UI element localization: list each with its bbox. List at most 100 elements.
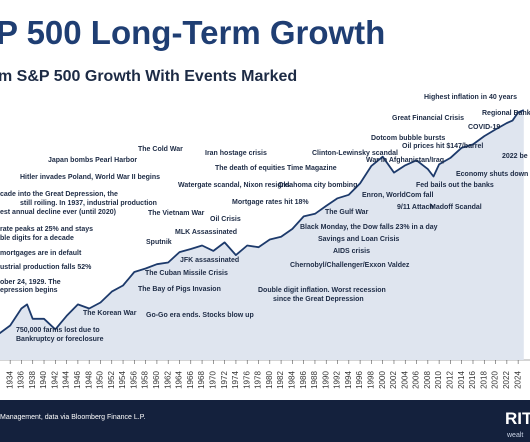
x-tick-label: 1942 xyxy=(50,371,59,389)
event-annotation: The Vietnam War xyxy=(148,210,205,217)
event-annotation: Watergate scandal, Nixon resigns xyxy=(178,182,290,189)
x-tick-label: 1994 xyxy=(344,371,353,389)
x-tick-label: 1936 xyxy=(17,371,26,389)
x-tick-label: 1954 xyxy=(118,371,127,389)
x-tick-label: 2010 xyxy=(434,371,443,389)
event-annotation: still roiling. In 1937, industrial produ… xyxy=(20,200,157,207)
x-tick-label: 1972 xyxy=(220,371,229,389)
event-annotation: Chernobyl/Challenger/Exxon Valdez xyxy=(290,262,410,269)
event-annotation: Oil prices hit $147/barrel xyxy=(402,143,483,150)
x-tick-label: 2022 xyxy=(502,371,511,389)
line-area xyxy=(0,110,524,360)
x-tick-label: 1944 xyxy=(62,371,71,389)
logo-subtext: wealt xyxy=(506,432,523,439)
x-tick-label: 1934 xyxy=(5,371,14,389)
event-annotation: Dotcom bubble bursts xyxy=(371,135,445,142)
event-annotation: ble digits for a decade xyxy=(0,235,74,242)
event-annotation: est annual decline ever (until 2020) xyxy=(0,209,116,216)
x-tick-label: 2012 xyxy=(446,371,455,389)
line-series xyxy=(0,109,525,335)
x-tick-label: 1986 xyxy=(299,371,308,389)
x-tick-label: 1980 xyxy=(265,371,274,389)
event-annotation: 2022 be xyxy=(502,153,528,160)
event-annotation: mortgages are in default xyxy=(0,250,82,257)
event-annotation: AIDS crisis xyxy=(333,248,370,255)
x-tick-label: 1946 xyxy=(73,371,82,389)
event-annotation: Savings and Loan Crisis xyxy=(318,236,399,243)
x-tick-label: 1952 xyxy=(107,371,116,389)
event-annotation: The Gulf War xyxy=(325,209,369,216)
event-annotation: Go-Go era ends. Stocks blow up xyxy=(146,312,254,319)
event-annotation: Black Monday, the Dow falls 23% in a day xyxy=(300,224,438,231)
x-tick-label: 1938 xyxy=(28,371,37,389)
event-annotation: Hitler invades Poland, World War II begi… xyxy=(20,174,160,181)
logo: RIT xyxy=(505,409,530,428)
event-annotation: rate peaks at 25% and stays xyxy=(0,226,93,233)
event-annotation: ober 24, 1929. The xyxy=(0,279,61,286)
x-tick-label: 2018 xyxy=(479,371,488,389)
chart-subtitle: m S&P 500 Growth With Events Marked xyxy=(0,68,297,85)
x-tick-label: 1970 xyxy=(208,371,217,389)
x-tick-label: 2004 xyxy=(400,371,409,389)
x-tick-label: 2020 xyxy=(491,371,500,389)
event-annotation: Enron, WorldCom fall xyxy=(362,192,433,199)
event-annotation: Fed bails out the banks xyxy=(416,182,494,189)
footer-band xyxy=(0,400,530,442)
event-annotation: Economy shuts down xyxy=(456,171,528,178)
x-tick-label: 1992 xyxy=(333,371,342,389)
event-annotation: The Bay of Pigs Invasion xyxy=(138,286,221,293)
x-tick-label: 1996 xyxy=(355,371,364,389)
x-tick-label: 2014 xyxy=(457,371,466,389)
event-annotation: since the Great Depression xyxy=(273,296,364,303)
event-annotation: Oil Crisis xyxy=(210,216,241,223)
source-note: Management, data via Bloomberg Finance L… xyxy=(0,414,145,421)
event-annotation: COVID-19 xyxy=(468,124,500,131)
event-annotation: Japan bombs Pearl Harbor xyxy=(48,157,137,164)
x-tick-label: 1968 xyxy=(197,371,206,389)
x-tick-label: 1964 xyxy=(175,371,184,389)
event-annotation: Oklahoma city bombing xyxy=(278,182,357,189)
event-annotation: Regional Bank xyxy=(482,110,530,117)
x-tick-label: 1950 xyxy=(96,371,105,389)
x-tick-label: 2006 xyxy=(412,371,421,389)
chart-title: P 500 Long-Term Growth xyxy=(0,14,385,51)
x-tick-label: 1976 xyxy=(242,371,251,389)
x-tick-label: 1948 xyxy=(84,371,93,389)
x-tick-label: 1984 xyxy=(287,371,296,389)
event-annotation: The Cuban Missile Crisis xyxy=(145,270,228,277)
x-tick-label: 1958 xyxy=(141,371,150,389)
x-tick-label: 2000 xyxy=(378,371,387,389)
x-tick-label: 1956 xyxy=(129,371,138,389)
event-annotation: JFK assassinated xyxy=(180,257,239,264)
x-tick-label: 2002 xyxy=(389,371,398,389)
x-tick-label: 1998 xyxy=(367,371,376,389)
event-annotation: Clinton-Lewinsky scandal xyxy=(312,150,398,157)
event-annotation: Madoff Scandal xyxy=(430,204,482,211)
event-annotation: Bankruptcy or foreclosure xyxy=(16,336,104,343)
event-annotation: Highest inflation in 40 years xyxy=(424,94,517,101)
event-annotation: 750,000 farms lost due to xyxy=(16,327,100,334)
x-tick-label: 1978 xyxy=(254,371,263,389)
x-tick-label: 1940 xyxy=(39,371,48,389)
x-tick-label: 1982 xyxy=(276,371,285,389)
x-tick-label: 1990 xyxy=(321,371,330,389)
event-annotation: Great Financial Crisis xyxy=(392,115,464,122)
event-annotation: epression begins xyxy=(0,287,58,294)
x-tick-label: 2008 xyxy=(423,371,432,389)
event-annotation: Double digit inflation. Worst recession xyxy=(258,287,386,294)
x-tick-label: 1960 xyxy=(152,371,161,389)
event-annotation: The Cold War xyxy=(138,146,183,153)
x-tick-label: 1966 xyxy=(186,371,195,389)
event-annotation: ustrial production falls 52% xyxy=(0,264,92,271)
event-annotation: MLK Assassinated xyxy=(175,229,237,236)
event-annotation: Sputnik xyxy=(146,239,172,246)
x-tick-label: 1974 xyxy=(231,371,240,389)
event-annotation: War in Afghanistan/Iraq xyxy=(366,157,444,164)
x-tick-label: 1962 xyxy=(163,371,172,389)
x-tick-label: 2016 xyxy=(468,371,477,389)
event-annotation: cade into the Great Depression, the xyxy=(0,191,118,198)
x-tick-label: 2024 xyxy=(513,371,522,389)
x-tick-label: 1988 xyxy=(310,371,319,389)
event-annotation: The death of equities Time Magazine xyxy=(215,165,337,172)
